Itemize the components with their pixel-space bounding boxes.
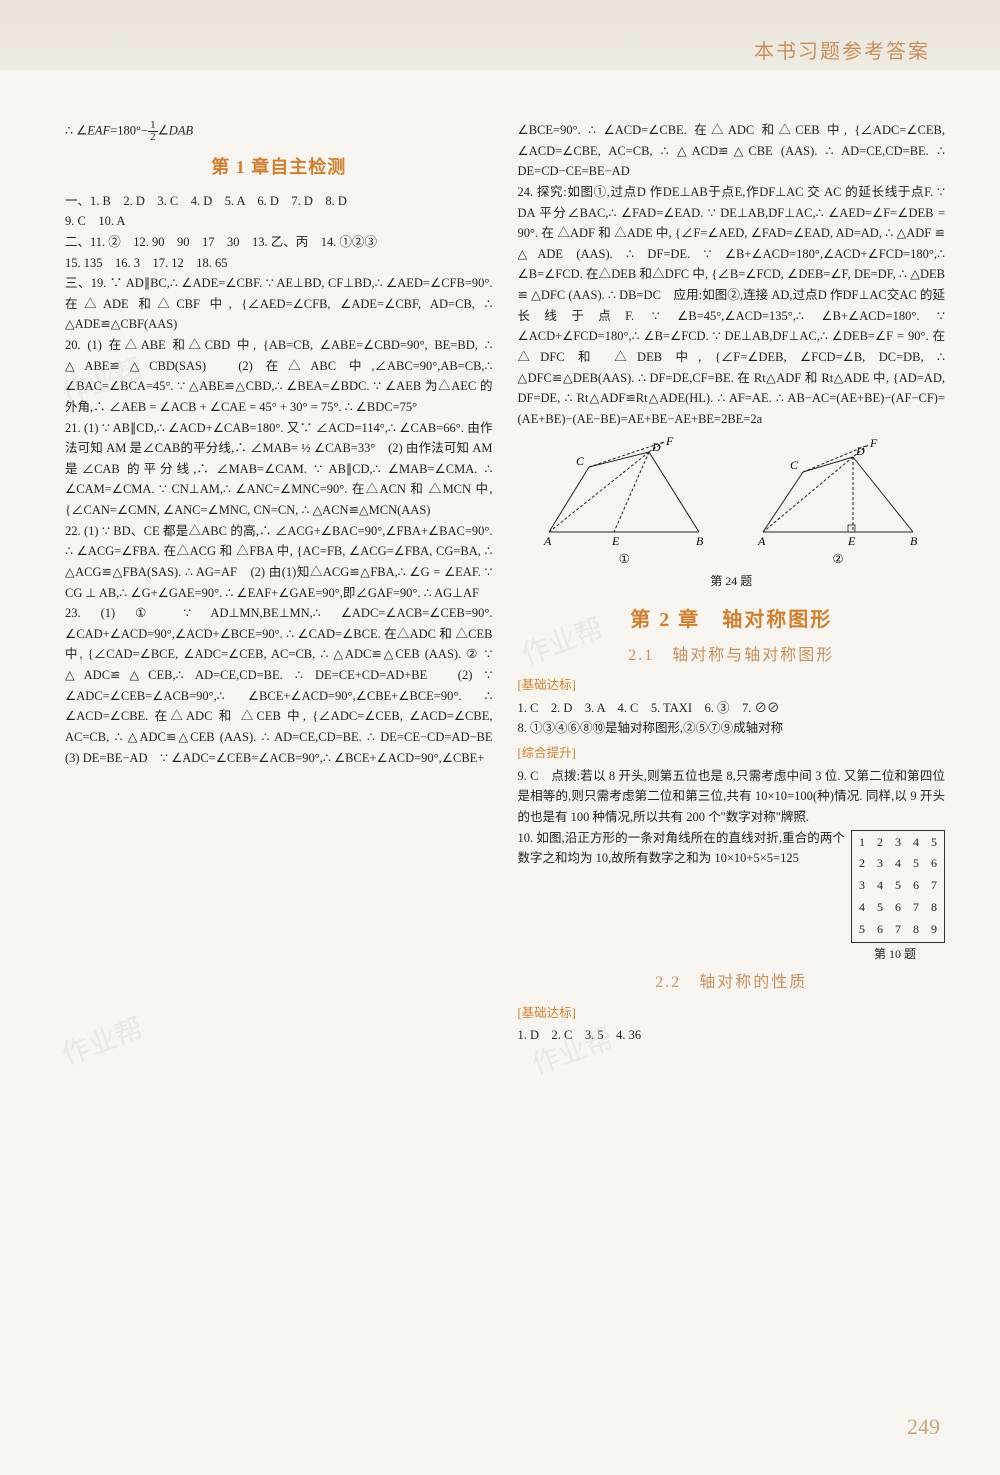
text-line: ∴ ∠EAF=180°−12∠DAB [65, 120, 493, 143]
svg-text:C: C [576, 454, 585, 468]
svg-text:F: F [665, 437, 674, 448]
q10-block: 12345 23456 34567 45678 56789 第 10 题 10.… [518, 828, 946, 965]
section-subtitle: 2.1 轴对称与轴对称图形 [518, 643, 946, 669]
answer-line: 1. D 2. C 3. 5 4. 36 [518, 1025, 946, 1046]
section-subtitle: 2.2 轴对称的性质 [518, 970, 946, 996]
table-caption: 第 10 题 [845, 945, 945, 965]
solution-text: 23. (1) ① ∵ AD⊥MN,BE⊥MN,∴ ∠ADC=∠ACB=∠CEB… [65, 603, 493, 768]
answer-line: 1. C 2. D 3. A 4. C 5. TAXI 6. ③ 7. ⊘⊘ [518, 698, 946, 719]
solution-text: 三、19. ∵ AD∥BC,∴ ∠ADE=∠CBF. ∵ AE⊥BD, CF⊥B… [65, 273, 493, 335]
chapter-title: 第 2 章 轴对称图形 [518, 604, 946, 637]
solution-text: 21. (1) ∵ AB∥CD,∴ ∠ACD+∠CAB=180°. 又∵ ∠AC… [65, 418, 493, 521]
svg-text:A: A [543, 534, 552, 547]
figure-numbers: ① ② [518, 549, 946, 570]
page-number: 249 [907, 1414, 940, 1440]
tag-basic: [基础达标] [518, 675, 946, 696]
content-area: ∴ ∠EAF=180°−12∠DAB 第 1 章自主检测 一、1. B 2. D… [0, 70, 1000, 1066]
fig-num: ② [833, 549, 844, 570]
solution-text: 24. 探究:如图①,过点D 作DE⊥AB于点E,作DF⊥AC 交 AC 的延长… [518, 182, 946, 430]
answer-line: 9. C 10. A [65, 211, 493, 232]
svg-text:B: B [696, 534, 704, 547]
header-title: 本书习题参考答案 [754, 35, 930, 64]
svg-text:E: E [611, 534, 620, 547]
svg-text:A: A [757, 534, 766, 547]
geometry-figure-2: A E B C D F [748, 437, 928, 547]
svg-text:C: C [790, 458, 799, 472]
solution-text: 9. C 点拨:若以 8 开头,则第五位也是 8,只需考虑中间 3 位. 又第二… [518, 766, 946, 828]
svg-text:F: F [869, 437, 878, 450]
solution-text: 20. (1) 在△ABE 和△CBD 中, {AB=CB, ∠ABE=∠CBD… [65, 335, 493, 418]
left-column: ∴ ∠EAF=180°−12∠DAB 第 1 章自主检测 一、1. B 2. D… [65, 120, 493, 1046]
svg-text:D: D [651, 440, 661, 454]
tag-basic: [基础达标] [518, 1003, 946, 1024]
svg-text:B: B [910, 534, 918, 547]
figure-area: A E B C D F A E B C [518, 437, 946, 547]
solution-text: 22. (1) ∵ BD、CE 都是△ABC 的高,∴ ∠ACG+∠BAC=90… [65, 521, 493, 604]
answer-line: 一、1. B 2. D 3. C 4. D 5. A 6. D 7. D 8. … [65, 191, 493, 212]
page-header: 本书习题参考答案 [0, 0, 1000, 70]
right-column: ∠BCE=90°. ∴ ∠ACD=∠CBE. 在△ADC 和△CEB 中, {∠… [518, 120, 946, 1046]
answer-line: 二、11. ② 12. 90 90 17 30 13. 乙、丙 14. ①②③ [65, 232, 493, 253]
tag-comprehensive: [综合提升] [518, 743, 946, 764]
svg-text:D: D [855, 444, 865, 458]
section-title: 第 1 章自主检测 [65, 153, 493, 183]
answer-line: 15. 135 16. 3 17. 12 18. 65 [65, 253, 493, 274]
number-table: 12345 23456 34567 45678 56789 [851, 830, 945, 943]
figure-caption: 第 24 题 [518, 572, 946, 592]
geometry-figure-1: A E B C D F [534, 437, 714, 547]
svg-text:E: E [847, 534, 856, 547]
fig-num: ① [619, 549, 630, 570]
answer-line: 8. ①③④⑥⑧⑩是轴对称图形,②⑤⑦⑨成轴对称 [518, 718, 946, 739]
solution-text: ∠BCE=90°. ∴ ∠ACD=∠CBE. 在△ADC 和△CEB 中, {∠… [518, 120, 946, 182]
